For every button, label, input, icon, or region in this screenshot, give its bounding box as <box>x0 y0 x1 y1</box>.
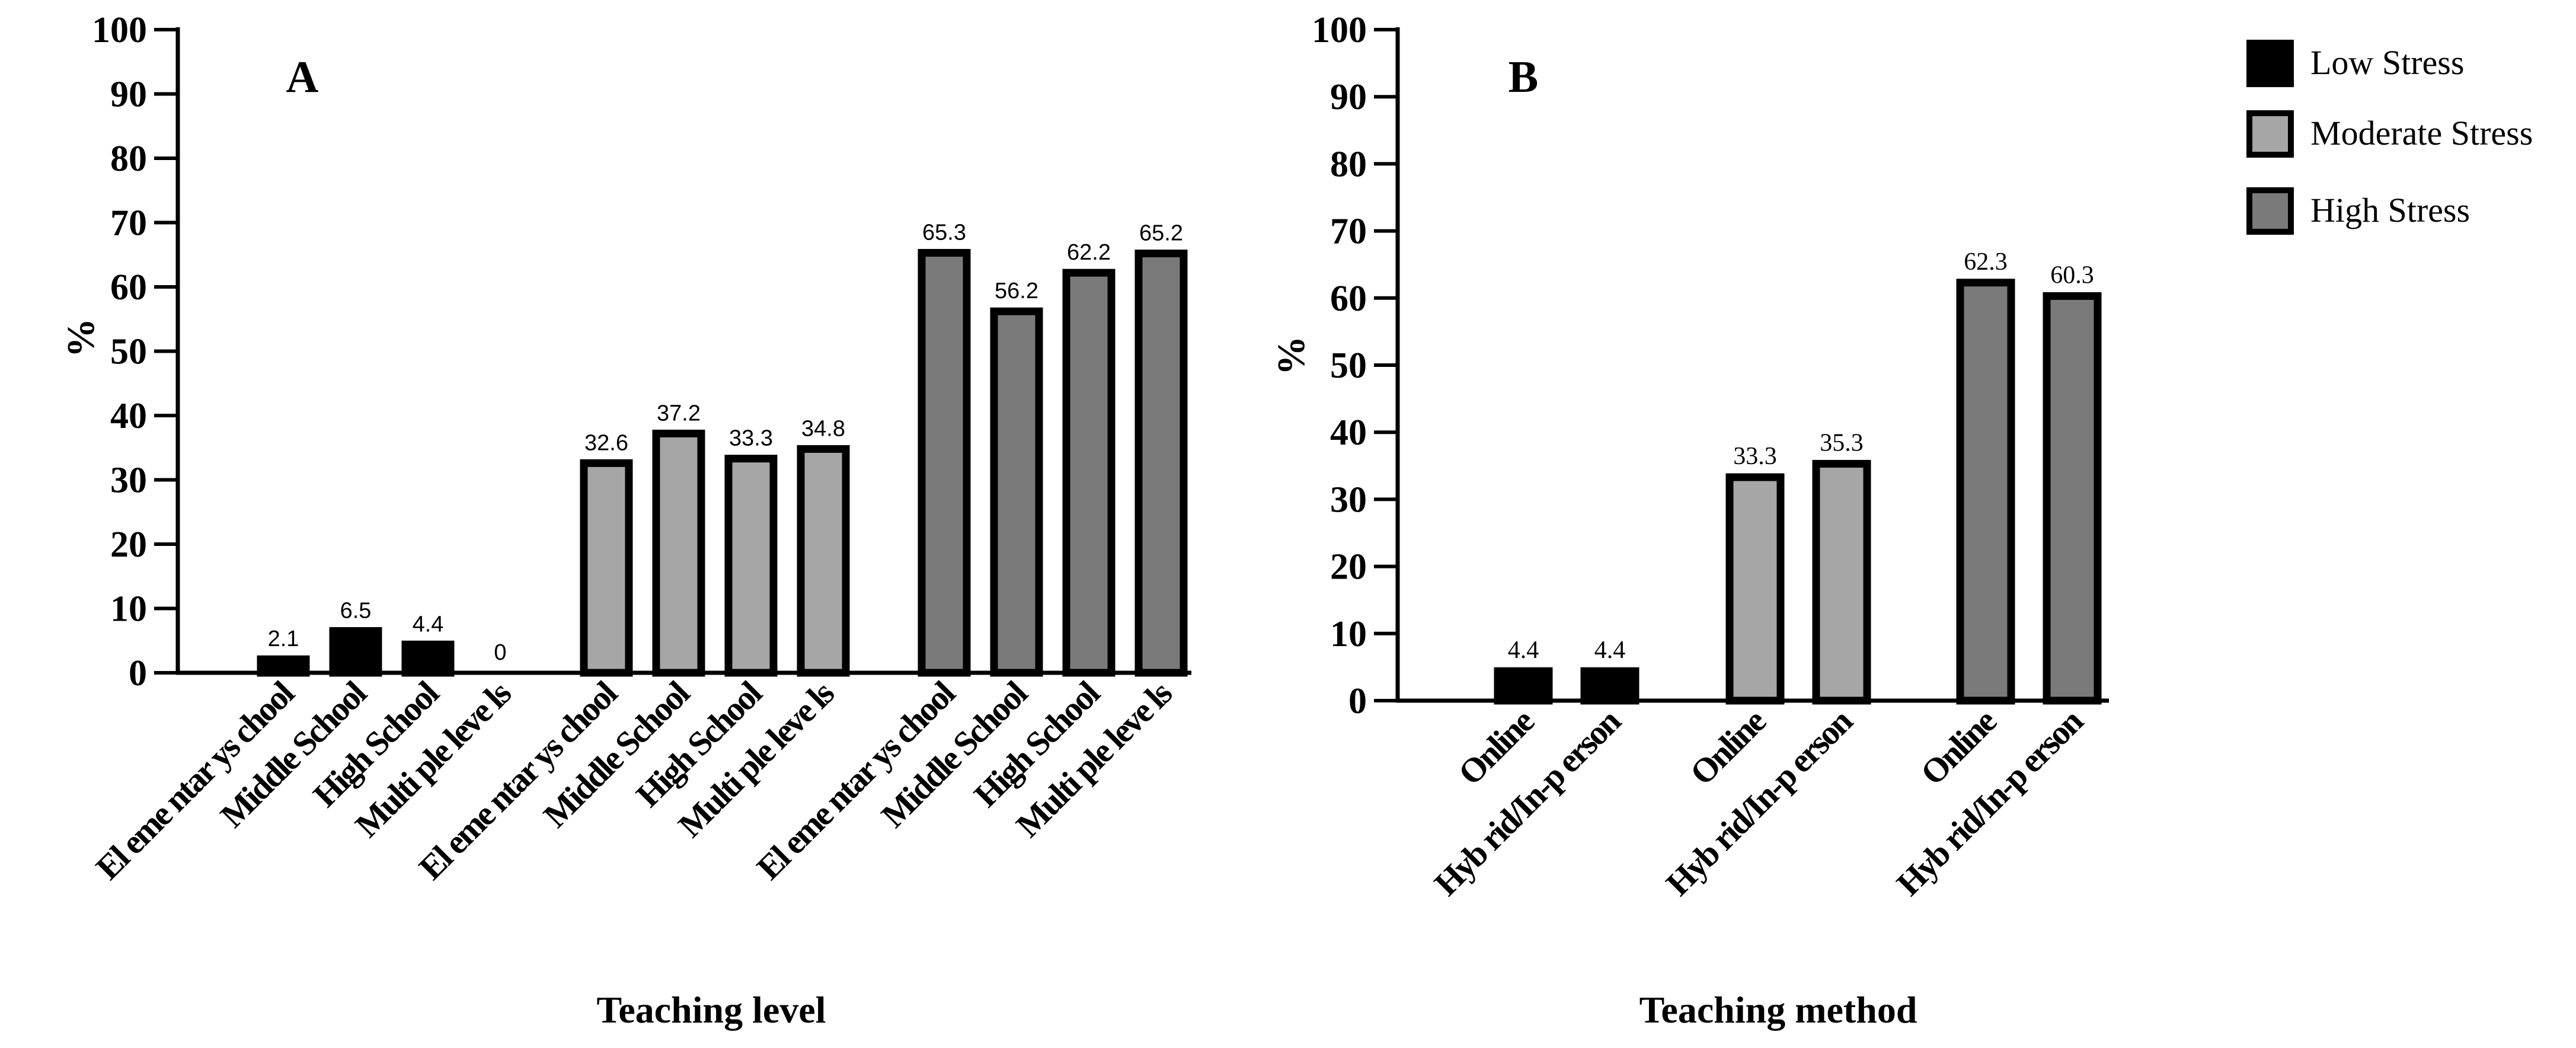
value-label-a-moderate-stress-high-school: 33.3 <box>729 426 773 451</box>
panel-a-label: A <box>286 52 319 102</box>
value-label-a-high-stress-high-school: 62.2 <box>1067 240 1111 265</box>
bar-a-moderate-stress-el-eme-ntar-ys-chool <box>580 459 633 677</box>
value-label-b-high-stress-hyb-rid-in-p-erson: 60.3 <box>2050 261 2094 289</box>
bar-a-high-stress-multi-ple-leve-ls <box>1134 250 1188 677</box>
panel-b-x-axis-label: Teaching method <box>1639 989 1917 1031</box>
panel-a-y-tick-label: 90 <box>110 75 147 115</box>
panel-a-y-tick-label: 50 <box>110 332 147 372</box>
bar-b-low-stress-online <box>1494 667 1553 705</box>
panel-a-y-tick-label: 0 <box>129 653 147 694</box>
panel-b-y-tick-label: 80 <box>1330 144 1367 184</box>
bar-a-moderate-stress-middle-school <box>652 429 705 677</box>
bar-b-moderate-stress-online <box>1725 473 1785 705</box>
value-label-a-low-stress-high-school: 4.4 <box>413 612 444 637</box>
panel-b-label: B <box>1508 52 1539 102</box>
panel-a-y-tick-label: 30 <box>110 461 147 501</box>
panel-a-chart: 0 10 20 30 40 50 60 70 80 90 100% A Teaching level 2.… <box>59 10 1191 1031</box>
value-label-a-low-stress-middle-school: 6.5 <box>340 598 372 623</box>
panel-a-x-axis-label: Teaching level <box>597 989 826 1031</box>
legend-swatch-low-stress <box>2246 40 2294 87</box>
panel-a-y-tick-label: 20 <box>110 525 147 565</box>
panel-b-y-axis-label: % <box>1270 336 1313 375</box>
bar-a-high-stress-high-school <box>1062 269 1116 677</box>
bar-a-low-stress-high-school <box>401 640 455 677</box>
panel-b-y-tick-label: 0 <box>1348 681 1367 721</box>
panel-a-y-tick-label: 100 <box>92 10 147 50</box>
bar-a-high-stress-el-eme-ntar-ys-chool <box>918 248 971 677</box>
panel-b-y-tick-label: 20 <box>1330 547 1367 587</box>
panel-a-y-tick-label: 60 <box>110 267 147 308</box>
legend-label-low-stress: Low Stress <box>2310 43 2464 82</box>
value-label-b-low-stress-online: 4.4 <box>1508 637 1539 664</box>
value-label-b-moderate-stress-online: 33.3 <box>1733 443 1777 470</box>
panel-b-chart: 0 10 20 30 40 50 60 70 80 90 100% B Teaching method 4… <box>1270 10 2109 1031</box>
legend-label-high-stress: High Stress <box>2310 191 2470 229</box>
bar-a-low-stress-el-eme-ntar-ys-chool <box>257 655 310 677</box>
panel-b-y-tick-label: 60 <box>1330 279 1367 319</box>
legend-swatch-high-stress <box>2246 187 2294 235</box>
value-label-b-high-stress-online: 62.3 <box>1964 248 2008 276</box>
panel-a-y-axis-label: % <box>59 318 103 357</box>
value-label-a-moderate-stress-multi-ple-leve-ls: 34.8 <box>801 416 845 441</box>
panel-b-y-tick-label: 90 <box>1330 77 1367 117</box>
legend-swatch-moderate-stress <box>2246 110 2294 158</box>
value-label-b-moderate-stress-hyb-rid-in-p-erson: 35.3 <box>1820 429 1864 456</box>
bar-a-low-stress-middle-school <box>329 627 382 677</box>
panel-a-y-tick-label: 10 <box>110 589 147 630</box>
panel-a-y-tick-label: 70 <box>110 203 147 244</box>
panel-b-y-tick-label: 100 <box>1312 10 1367 50</box>
panel-b-y-tick-label: 50 <box>1330 346 1367 386</box>
legend: Low Stress Moderate Stress High Stress <box>2246 40 2533 235</box>
value-label-a-high-stress-middle-school: 56.2 <box>995 279 1038 303</box>
bar-b-low-stress-hyb-rid-in-p-erson <box>1580 667 1639 705</box>
bar-b-high-stress-online <box>1956 279 2015 705</box>
panel-b-y-tick-label: 70 <box>1330 212 1367 252</box>
panel-b-y-tick-label: 30 <box>1330 480 1367 520</box>
panel-a-y-tick-label: 40 <box>110 396 147 436</box>
panel-b-y-tick-label: 40 <box>1330 413 1367 453</box>
value-label-a-low-stress-el-eme-ntar-ys-chool: 2.1 <box>268 627 299 651</box>
bar-a-moderate-stress-high-school <box>724 455 778 677</box>
bar-a-moderate-stress-multi-ple-leve-ls <box>797 445 850 677</box>
value-label-a-moderate-stress-middle-school: 37.2 <box>657 401 701 426</box>
legend-label-moderate-stress: Moderate Stress <box>2310 114 2533 152</box>
value-label-a-moderate-stress-el-eme-ntar-ys-chool: 32.6 <box>584 430 628 455</box>
value-label-b-low-stress-hyb-rid-in-p-erson: 4.4 <box>1594 637 1626 664</box>
bar-b-moderate-stress-hyb-rid-in-p-erson <box>1812 459 1871 705</box>
value-label-a-high-stress-el-eme-ntar-ys-chool: 65.3 <box>922 220 966 245</box>
panel-b-y-tick-label: 10 <box>1330 614 1367 654</box>
bar-b-high-stress-hyb-rid-in-p-erson <box>2043 292 2102 705</box>
value-label-a-low-stress-multi-ple-leve-ls: 0 <box>494 640 506 665</box>
bar-a-high-stress-middle-school <box>990 307 1043 677</box>
value-label-a-high-stress-multi-ple-leve-ls: 65.2 <box>1139 221 1183 246</box>
panel-a-y-tick-label: 80 <box>110 139 147 179</box>
